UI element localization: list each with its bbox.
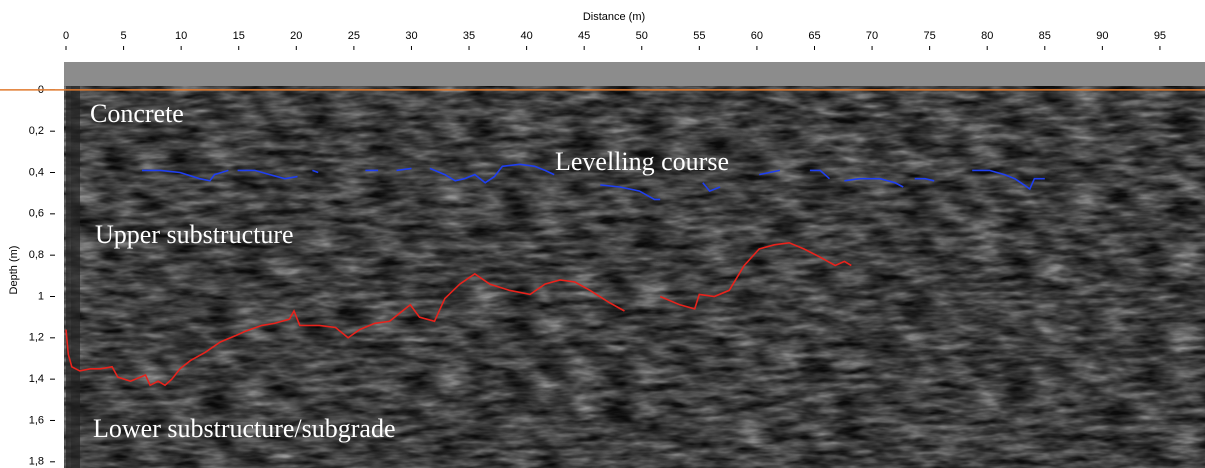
annotation: Concrete [90,99,184,128]
x-tick-label: 95 [1154,30,1166,42]
x-tick-label: 90 [1096,30,1108,42]
y-tick-label: 0,6 [29,208,44,220]
y-tick-label: 1,2 [29,332,44,344]
x-tick-label: 60 [751,30,763,42]
x-tick-label: 85 [1039,30,1051,42]
x-tick-label: 40 [520,30,532,42]
layer-line [142,163,1045,201]
x-tick-label: 50 [636,30,648,42]
x-axis-label: Distance (m) [583,11,645,23]
x-tick-label: 5 [121,30,127,42]
layer-line [65,241,852,387]
y-tick-label: 0,4 [29,166,44,178]
annotation: Lower substructure/subgrade [93,414,396,443]
x-tick-label: 10 [175,30,187,42]
x-tick-label: 70 [866,30,878,42]
annotation: Upper substructure [95,220,294,249]
x-tick-label: 80 [981,30,993,42]
x-tick-label: 65 [808,30,820,42]
y-tick-label: 1 [38,290,44,302]
x-tick-label: 25 [348,30,360,42]
y-axis-label: Depth (m) [8,246,20,295]
x-tick-label: 55 [693,30,705,42]
x-tick-label: 75 [924,30,936,42]
x-tick-label: 15 [233,30,245,42]
x-tick-label: 45 [578,30,590,42]
radargram [64,62,1205,468]
x-tick-label: 30 [405,30,417,42]
x-tick-label: 35 [463,30,475,42]
y-tick-label: 1,8 [29,456,44,468]
x-tick-label: 20 [290,30,302,42]
annotation: Levelling course [555,147,729,176]
y-tick-label: 0,2 [29,125,44,137]
y-tick-label: 0,8 [29,249,44,261]
y-tick-label: 1,6 [29,414,44,426]
x-tick-label: 0 [63,30,69,42]
y-tick-label: 1,4 [29,373,44,385]
